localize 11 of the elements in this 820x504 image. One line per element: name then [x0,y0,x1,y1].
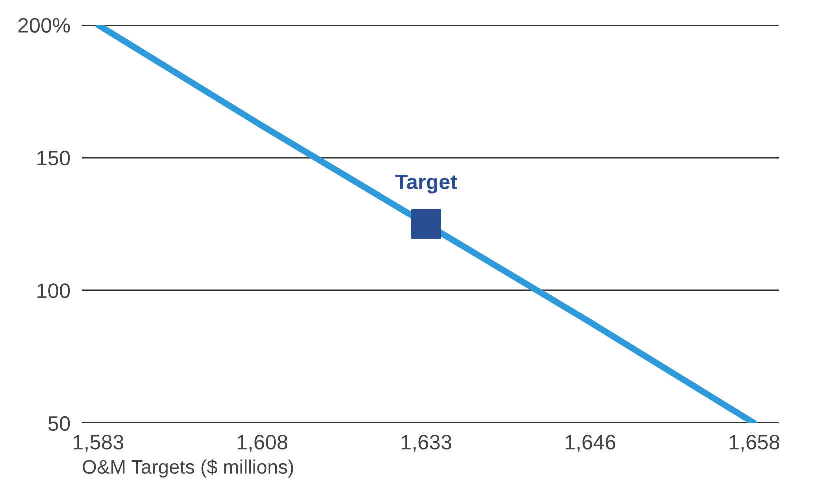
y-tick-label: 150 [38,150,70,166]
x-tick-label: 1,583 [74,435,124,452]
x-tick-label: 1,658 [730,435,780,452]
y-tick-label: 50 [48,416,70,432]
y-tick-label: 200% [18,18,70,33]
x-tick-label: 1,633 [402,435,452,452]
x-tick-label: 1,646 [566,435,616,452]
y-tick-label: 100 [38,284,70,298]
series-label: Target [396,174,458,194]
x-axis-title: O&M Targets ($ millions) [82,459,294,478]
x-tick-label: 1,608 [238,435,288,452]
